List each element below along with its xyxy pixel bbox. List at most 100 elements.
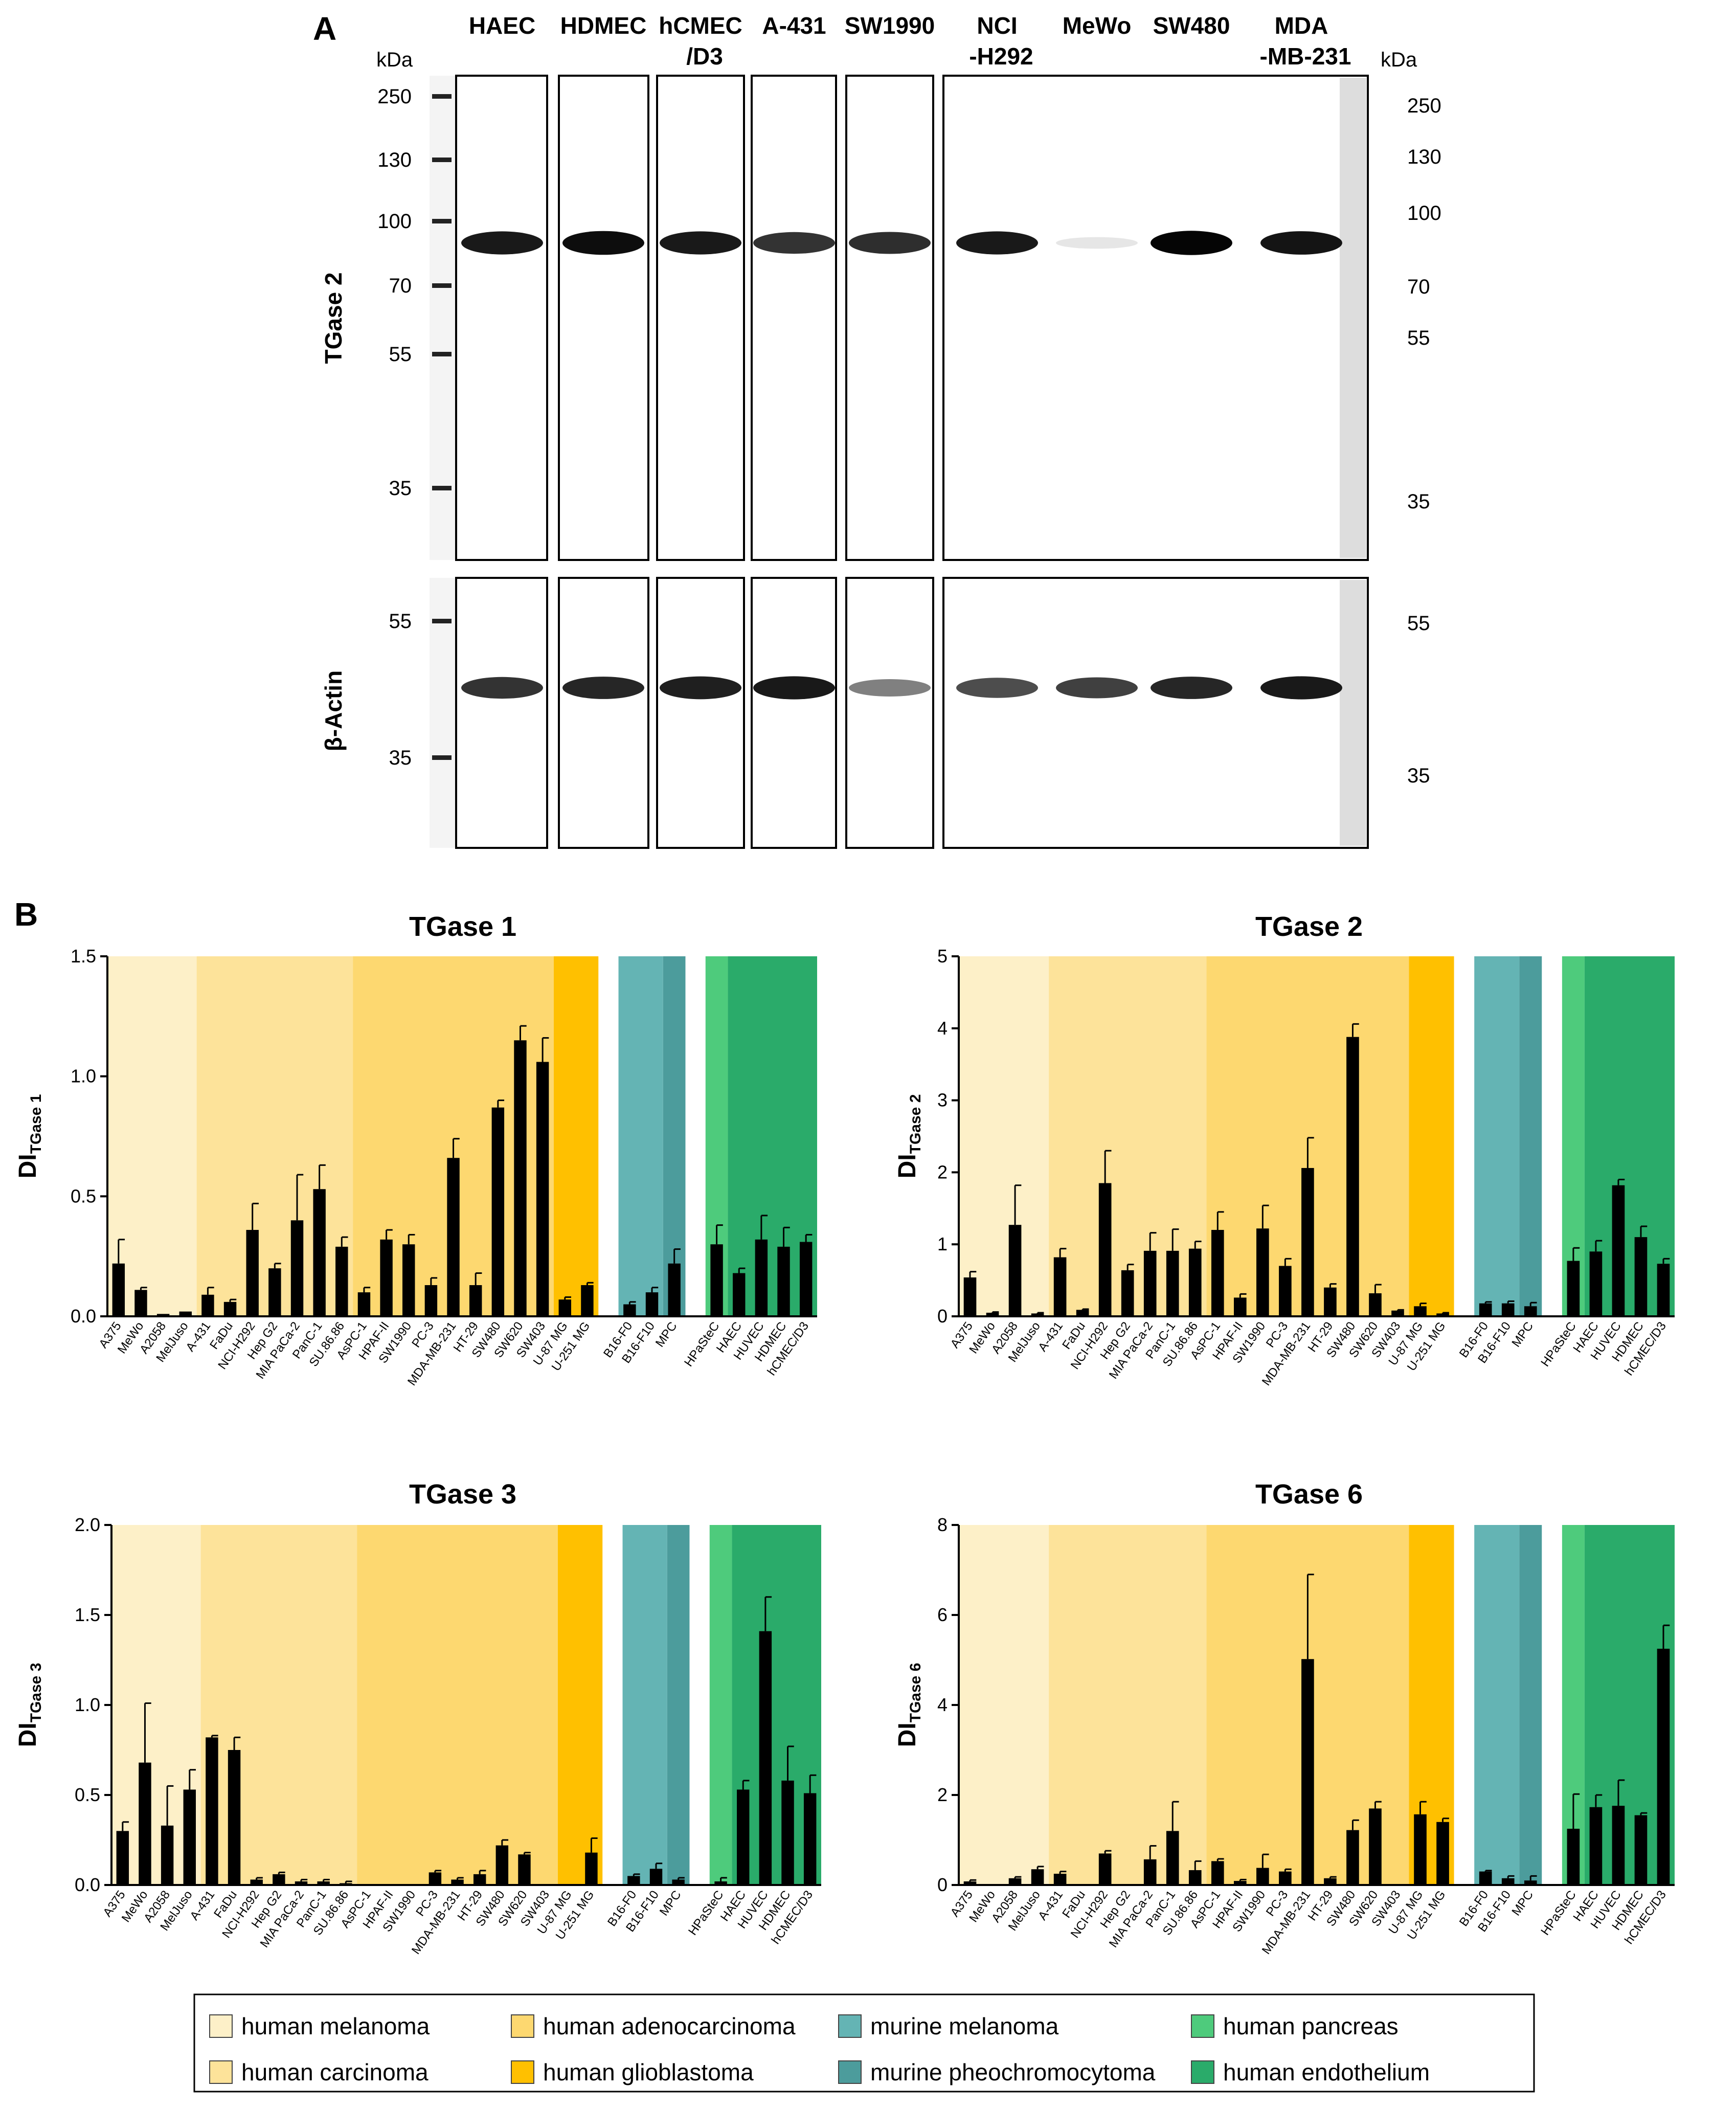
lane-label-line2: -H292 [969,43,1033,70]
legend-label: murine pheochromocytoma [870,2059,1156,2085]
bar [1414,1814,1427,1885]
bar [1053,1874,1067,1885]
group-band-murine-melanoma [1474,1525,1520,1885]
blot-row: TGase 2 250 130 100 70 55 35 250 130 100 70 55 35 [320,75,1441,561]
group-band-murine-pheochromocytoma [667,1525,690,1885]
bar [1076,1310,1089,1316]
legend-label: human pancreas [1223,2013,1399,2039]
bar [1233,1297,1247,1316]
lane-labels: HAEC HDMEC hCMEC/D3 A-431 SW1990 NCI -H292 MeWo… [469,12,1351,70]
y-tick-label: 4 [937,1694,948,1715]
bar [1031,1313,1044,1316]
bar [803,1793,817,1885]
bar [1414,1306,1427,1316]
bar [402,1244,415,1316]
bar [223,1301,237,1316]
mw-marker-right: 55 [1407,327,1430,349]
protein-band [562,677,644,699]
legend-swatch [1191,2014,1214,2038]
y-tick-label: 1 [937,1233,948,1254]
legend-label: human melanoma [241,2013,430,2039]
lane-label: NCI [977,12,1017,39]
bar [340,1883,352,1885]
bar [777,1246,790,1316]
bar [290,1220,304,1316]
mw-marker-left: 70 [389,275,412,297]
mw-marker-left: 35 [389,477,412,500]
blot-frame [455,577,548,849]
legend-label: human endothelium [1223,2059,1430,2085]
y-tick-label: 0 [937,1306,948,1327]
bar [116,1831,129,1885]
protein-band [1151,677,1232,699]
bar [1098,1853,1112,1885]
bar [201,1294,214,1316]
bar [1166,1250,1179,1316]
protein-band [1260,676,1342,700]
bar [1098,1183,1112,1316]
y-axis-label-sub: TGase 1 [28,1094,44,1154]
lane-label: SW480 [1153,12,1230,39]
legend-swatch [838,2060,862,2084]
protein-band [956,678,1038,698]
bar [558,1299,572,1316]
protein-band [1260,231,1342,255]
ladder-band [432,619,452,623]
bar [246,1230,259,1316]
lane-label: HAEC [469,12,535,39]
bar [1031,1869,1044,1885]
protein-band [660,231,741,255]
bar [1567,1829,1580,1885]
bar [1657,1649,1670,1885]
category-label: A-431 [1035,1319,1066,1354]
y-tick-label: 0.5 [75,1784,100,1805]
blot-row-label: TGase 2 [320,273,347,364]
panel-a-letter: A [313,10,336,47]
legend-label: human glioblastoma [543,2059,754,2085]
y-tick-label: 6 [937,1604,948,1625]
protein-band [562,231,644,255]
bar [1121,1270,1134,1316]
chart-title: TGase 1 [409,911,516,942]
bar [1436,1313,1449,1316]
mw-marker-right: 35 [1407,765,1430,787]
ladder-strip [430,578,455,848]
legend-label: human carcinoma [241,2059,429,2085]
bar [799,1242,813,1316]
y-tick-label: 1.0 [71,1066,96,1087]
chart-title: TGase 2 [1255,911,1363,942]
blot-frame [751,577,837,849]
legend-swatch [511,2014,534,2038]
bar [1612,1806,1625,1885]
bar [429,1872,442,1885]
y-axis-label-main: DI [14,1722,41,1747]
y-tick-label: 0.0 [75,1874,100,1895]
bar [1256,1868,1269,1885]
bar [1657,1264,1670,1316]
ladder-strip-right [1340,580,1366,846]
protein-band [461,677,543,699]
protein-band [461,231,543,255]
protein-band [660,676,741,700]
blot-frame [455,75,548,561]
bar [1211,1230,1224,1316]
lane-label: MeWo [1063,12,1132,39]
bar [585,1852,598,1885]
bar [228,1750,241,1885]
bar [424,1285,438,1316]
ladder-band [432,755,452,760]
bar [491,1107,505,1316]
bar [295,1881,308,1885]
blot-frame [656,577,745,849]
bar [518,1854,531,1885]
bar [536,1062,549,1316]
bar [672,1879,685,1885]
bar [755,1239,768,1316]
y-axis-label: DITGase 3 [14,1663,44,1747]
bar [183,1789,196,1885]
protein-band [956,231,1038,255]
kda-right-label: kDa [1381,49,1417,71]
legend-swatch [209,2060,233,2084]
